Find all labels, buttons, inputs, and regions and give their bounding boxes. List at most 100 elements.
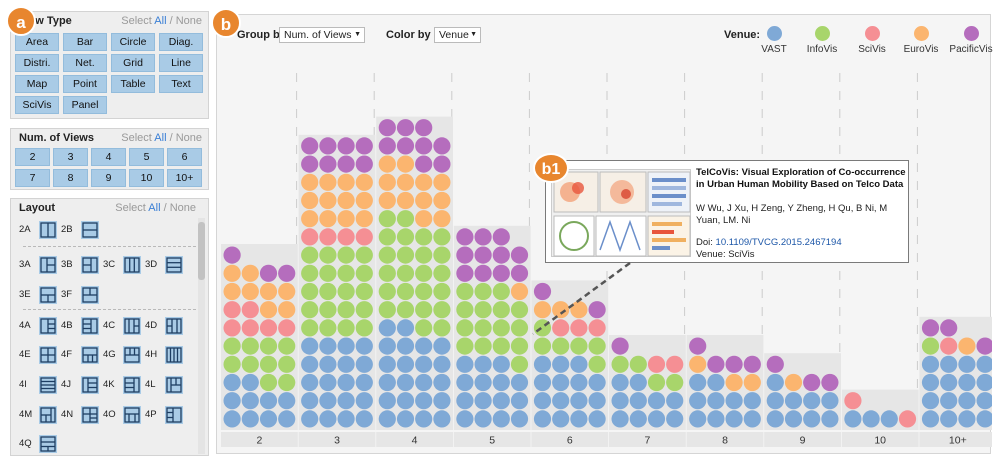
- paper-dot[interactable]: [725, 410, 743, 428]
- paper-dot[interactable]: [492, 246, 510, 264]
- paper-dot[interactable]: [976, 337, 993, 355]
- paper-dot[interactable]: [588, 410, 606, 428]
- paper-dot[interactable]: [510, 392, 529, 410]
- paper-dot[interactable]: [278, 301, 296, 319]
- paper-dot[interactable]: [552, 410, 570, 428]
- paper-dot[interactable]: [647, 410, 666, 428]
- x-tick-label[interactable]: 5: [489, 435, 495, 447]
- paper-dot[interactable]: [396, 119, 415, 137]
- paper-dot[interactable]: [921, 392, 940, 410]
- paper-dot[interactable]: [629, 355, 647, 373]
- paper-dot[interactable]: [474, 319, 492, 337]
- paper-dot[interactable]: [337, 319, 355, 337]
- paper-dot[interactable]: [707, 373, 725, 392]
- paper-dot[interactable]: [378, 355, 396, 373]
- paper-dot[interactable]: [301, 210, 319, 228]
- paper-dot[interactable]: [355, 264, 373, 282]
- paper-dot[interactable]: [474, 301, 492, 319]
- paper-dot[interactable]: [433, 264, 451, 282]
- x-tick-label[interactable]: 10+: [949, 435, 967, 447]
- paper-dot[interactable]: [378, 373, 396, 392]
- paper-dot[interactable]: [433, 282, 451, 301]
- paper-dot[interactable]: [355, 191, 373, 210]
- paper-dot[interactable]: [378, 410, 396, 428]
- paper-dot[interactable]: [223, 373, 241, 392]
- view-type-select-all[interactable]: All: [154, 15, 167, 27]
- paper-dot[interactable]: [378, 155, 396, 173]
- paper-dot[interactable]: [940, 392, 958, 410]
- paper-dot[interactable]: [803, 410, 821, 428]
- paper-dot[interactable]: [570, 337, 588, 355]
- paper-dot[interactable]: [510, 373, 529, 392]
- layout-option-4k[interactable]: 4K: [103, 376, 143, 394]
- paper-dot[interactable]: [415, 210, 433, 228]
- paper-dot[interactable]: [378, 210, 396, 228]
- layout-option-4l[interactable]: 4L: [145, 376, 185, 394]
- layout-option-4m[interactable]: 4M: [19, 406, 59, 424]
- paper-dot[interactable]: [666, 373, 684, 392]
- paper-dot[interactable]: [301, 337, 319, 355]
- paper-dot[interactable]: [474, 246, 492, 264]
- paper-dot[interactable]: [629, 410, 647, 428]
- layout-option-4q[interactable]: 4Q: [19, 435, 59, 453]
- view-type-button-scivis[interactable]: SciVis: [15, 96, 59, 114]
- paper-dot[interactable]: [492, 301, 510, 319]
- paper-dot[interactable]: [396, 137, 415, 155]
- paper-dot[interactable]: [976, 355, 993, 373]
- paper-dot[interactable]: [492, 319, 510, 337]
- paper-dot[interactable]: [611, 373, 629, 392]
- paper-dot[interactable]: [241, 264, 259, 282]
- paper-dot[interactable]: [433, 210, 451, 228]
- paper-dot[interactable]: [433, 355, 451, 373]
- paper-dot[interactable]: [355, 319, 373, 337]
- paper-dot[interactable]: [241, 319, 259, 337]
- paper-dot[interactable]: [337, 210, 355, 228]
- paper-dot[interactable]: [666, 392, 684, 410]
- x-tick-label[interactable]: 2: [256, 435, 262, 447]
- paper-dot[interactable]: [570, 301, 588, 319]
- layout-option-3b[interactable]: 3B: [61, 256, 101, 274]
- num-views-button-2[interactable]: 2: [15, 148, 50, 166]
- layout-option-4o[interactable]: 4O: [103, 406, 143, 424]
- layout-option-3d[interactable]: 3D: [145, 256, 185, 274]
- layout-option-4a[interactable]: 4A: [19, 317, 59, 335]
- paper-dot[interactable]: [940, 410, 958, 428]
- view-type-button-grid[interactable]: Grid: [111, 54, 155, 72]
- paper-dot[interactable]: [378, 301, 396, 319]
- paper-dot[interactable]: [433, 155, 451, 173]
- paper-dot[interactable]: [301, 264, 319, 282]
- paper-dot[interactable]: [319, 173, 337, 191]
- paper-dot[interactable]: [958, 373, 976, 392]
- paper-dot[interactable]: [647, 355, 666, 373]
- paper-dot[interactable]: [301, 137, 319, 155]
- paper-dot[interactable]: [456, 264, 474, 282]
- paper-dot[interactable]: [301, 282, 319, 301]
- paper-dot[interactable]: [223, 319, 241, 337]
- num-views-button-8[interactable]: 8: [53, 169, 88, 187]
- paper-dot[interactable]: [474, 392, 492, 410]
- paper-dot[interactable]: [241, 337, 259, 355]
- paper-dot[interactable]: [940, 373, 958, 392]
- paper-dot[interactable]: [510, 355, 529, 373]
- paper-dot[interactable]: [396, 337, 415, 355]
- paper-dot[interactable]: [552, 355, 570, 373]
- layout-option-4p[interactable]: 4P: [145, 406, 185, 424]
- paper-dot[interactable]: [510, 410, 529, 428]
- paper-dot[interactable]: [378, 119, 396, 137]
- paper-dot[interactable]: [433, 373, 451, 392]
- paper-dot[interactable]: [378, 337, 396, 355]
- paper-dot[interactable]: [278, 282, 296, 301]
- legend-dot-infovis[interactable]: [815, 26, 830, 41]
- paper-dot[interactable]: [319, 337, 337, 355]
- paper-dot[interactable]: [433, 410, 451, 428]
- paper-dot[interactable]: [588, 319, 606, 337]
- num-views-button-10[interactable]: 10: [129, 169, 164, 187]
- paper-dot[interactable]: [510, 319, 529, 337]
- paper-dot[interactable]: [844, 410, 862, 428]
- paper-dot[interactable]: [958, 392, 976, 410]
- paper-dot[interactable]: [976, 392, 993, 410]
- paper-dot[interactable]: [223, 264, 241, 282]
- paper-dot[interactable]: [301, 373, 319, 392]
- num-views-button-3[interactable]: 3: [53, 148, 88, 166]
- paper-dot[interactable]: [319, 137, 337, 155]
